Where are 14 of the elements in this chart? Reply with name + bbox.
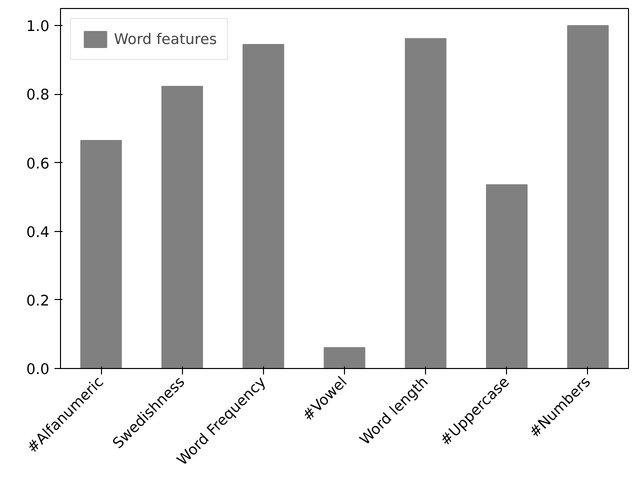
y-tick-label: 0.2 [26, 292, 50, 310]
y-tick-label: 0.8 [26, 86, 50, 104]
y-tick-label: 0.0 [26, 361, 50, 378]
y-tick-label: 0.4 [26, 224, 50, 241]
bar [567, 25, 609, 368]
legend-label: Word features [114, 30, 217, 48]
bar [161, 86, 203, 368]
bar [242, 44, 284, 368]
bar [80, 140, 122, 368]
bar [486, 184, 528, 368]
y-tick-label: 0.6 [26, 155, 50, 172]
y-tick-label: 1.0 [26, 18, 50, 36]
bar [404, 38, 446, 368]
bar [324, 347, 366, 368]
